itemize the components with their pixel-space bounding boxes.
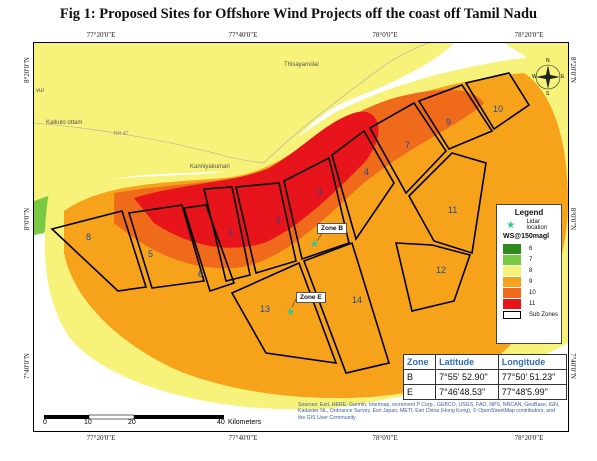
zone-label-2: 2 (276, 215, 282, 225)
coord-top-4: 78°20'0"E (514, 31, 544, 39)
coord-right-1: 8°20'0"N (569, 57, 577, 83)
zone-label-8: 8 (86, 232, 92, 242)
subzone-12[interactable] (394, 242, 472, 312)
legend-row-10: 10 (503, 287, 561, 298)
coord-bottom-2: 77°40'0"E (228, 434, 258, 442)
compass-s: S (546, 91, 550, 97)
road-label-nh47: NH 47 (114, 131, 129, 137)
zone-label-1: 1 (228, 227, 234, 237)
scale-unit: Kilometers (228, 419, 262, 426)
subzone-2[interactable] (235, 182, 297, 275)
subzone-13[interactable] (230, 261, 338, 364)
coord-bottom-3: 78°0'0"E (372, 434, 398, 442)
scale-label-10: 10 (84, 419, 92, 426)
coord-bottom-1: 77°20'0"E (86, 434, 116, 442)
legend-row-subzones: Sub Zones (503, 309, 561, 320)
zone-label-12: 12 (436, 265, 447, 275)
legend-lidar: ★ Lidar location (503, 219, 561, 231)
scale-label-40: 40 (217, 419, 225, 426)
legend-row-7: 7 (503, 254, 561, 265)
zone-label-11: 11 (448, 205, 458, 215)
subzone-14[interactable] (302, 241, 391, 374)
zone-label-5: 5 (148, 249, 154, 259)
lidar-zone-e-icon[interactable]: ★ (286, 307, 295, 318)
table-header-longitude: Longitude (497, 354, 568, 370)
subzone-7[interactable] (368, 101, 448, 195)
coord-left-1: 8°20'0"N (23, 57, 31, 83)
legend-ws-title: WS@150magl (503, 233, 550, 240)
legend-row-9: 9 (503, 276, 561, 287)
subzone-8[interactable] (50, 210, 148, 292)
subzones-layer (50, 72, 531, 374)
place-thisayanvilai: Thisayanvilai (284, 62, 319, 68)
table-header-latitude: Latitude (435, 354, 499, 370)
callout-zone-e: Zone E (296, 292, 326, 303)
zone-label-10: 10 (493, 104, 504, 114)
lidar-zone-b-icon[interactable]: ★ (310, 239, 319, 250)
subzone-11[interactable] (408, 152, 487, 255)
table-row: B 7°55' 52.90" 77°50' 51.23" (402, 369, 568, 385)
coord-right-2: 8°0'0"N (569, 207, 577, 231)
zone-label-3: 3 (317, 187, 323, 197)
zone-label-14: 14 (352, 295, 363, 305)
zone-label-4: 4 (364, 167, 370, 177)
callout-zone-b: Zone B (317, 223, 348, 234)
subzone-6[interactable] (182, 204, 236, 293)
place-kanniyakumari: Kanniyakumari (190, 164, 230, 170)
table-row: E 7°46'48.53" 77°48'5.99" (402, 384, 568, 400)
zone-label-9: 9 (446, 117, 452, 127)
scale-label-0: 0 (43, 419, 47, 426)
compass-n: N (546, 58, 550, 64)
place-kalkulo-ottam: Kalkulo ottam (46, 120, 83, 126)
scale-bar (44, 414, 224, 420)
map-sources: Sources: Esri, HERE, Garmin, Intermap, i… (298, 402, 560, 421)
coord-top-2: 77°40'0"E (228, 31, 258, 39)
table-header-row: Zone Latitude Longitude (402, 354, 568, 370)
map-title: Fig 1: Proposed Sites for Offshore Wind … (59, 6, 538, 22)
road-nh47 (34, 122, 265, 164)
map-canvas[interactable]: ★ ★ (34, 43, 568, 431)
subzone-1[interactable] (203, 186, 251, 282)
map-frame[interactable]: ★ ★ 1 2 3 4 5 6 7 8 9 10 11 12 13 14 Zon… (33, 42, 569, 432)
ws11-area (134, 111, 379, 248)
coord-bottom-4: 78°20'0"E (514, 434, 544, 442)
legend: Legend ★ Lidar location WS@150magl 6 7 8… (496, 204, 562, 344)
zone-coordinates-table: Zone Latitude Longitude B 7°55' 52.90" 7… (402, 354, 568, 400)
coord-top-3: 78°0'0"E (372, 31, 398, 39)
compass-icon (535, 64, 561, 90)
coord-top-1: 77°20'0"E (86, 31, 116, 39)
compass-w: W (532, 74, 537, 80)
scale-label-20: 20 (128, 419, 136, 426)
legend-row-8: 8 (503, 265, 561, 276)
lidar-star-icon: ★ (506, 219, 516, 231)
subzone-4[interactable] (331, 129, 395, 241)
subzone-5[interactable] (127, 204, 206, 289)
road-coastal (263, 43, 430, 164)
legend-title: Legend (514, 208, 544, 217)
place-vur: vur (36, 88, 45, 94)
subzone-3[interactable] (283, 156, 350, 261)
zone-label-6: 6 (198, 269, 204, 279)
compass-e: E (561, 74, 565, 80)
subzone-10[interactable] (464, 72, 531, 131)
coord-right-3: 7°40'0"N (569, 353, 577, 379)
subzone-9[interactable] (417, 84, 494, 151)
zone-label-7: 7 (405, 140, 411, 150)
table-header-zone: Zone (402, 354, 437, 370)
coord-left-3: 7°40'0"N (23, 353, 31, 379)
zone-label-13: 13 (260, 304, 271, 314)
legend-row-6: 6 (503, 243, 561, 254)
coord-left-2: 8°0'0"N (23, 207, 31, 231)
land-area (34, 43, 454, 208)
legend-row-11: 11 (503, 298, 561, 309)
